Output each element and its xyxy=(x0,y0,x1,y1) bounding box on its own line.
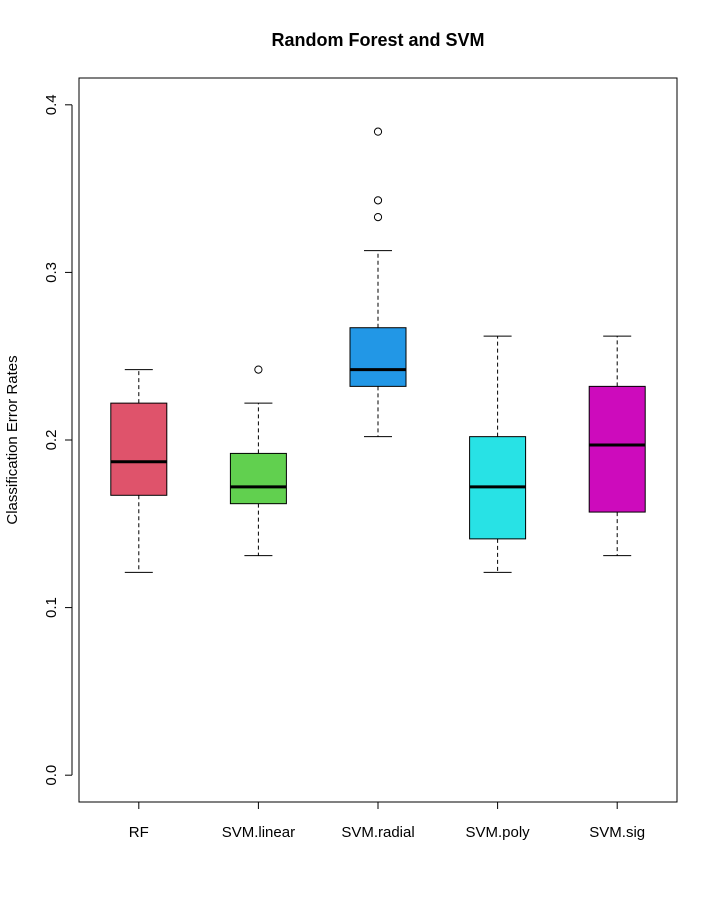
chart-title: Random Forest and SVM xyxy=(271,30,484,50)
x-tick-label: SVM.linear xyxy=(222,824,295,841)
boxes-group xyxy=(110,127,646,573)
x-tick-label: SVM.sig xyxy=(589,824,645,841)
iqr-box xyxy=(229,452,287,505)
iqr-box xyxy=(349,327,407,387)
plot-frame xyxy=(78,77,678,803)
y-tick-label: 0.1 xyxy=(43,597,60,618)
y-axis-label: Classification Error Rates xyxy=(4,355,21,524)
box-svm-poly xyxy=(469,335,527,573)
y-tick-label: 0.2 xyxy=(43,430,60,451)
y-tick-label: 0.4 xyxy=(43,94,60,115)
box-svm-linear xyxy=(229,365,287,557)
outlier-point xyxy=(373,213,383,222)
y-tick-label: 0.3 xyxy=(43,262,60,283)
box-svm-radial xyxy=(349,127,407,438)
x-axis: RF SVM.linear SVM.radial SVM.poly SVM.sig xyxy=(129,802,645,841)
box-rf xyxy=(110,369,168,573)
y-axis: 0.0 0.1 0.2 0.3 0.4 xyxy=(43,94,73,786)
y-tick-label: 0.0 xyxy=(43,765,60,786)
box-svm-sig xyxy=(588,335,646,557)
outlier-point xyxy=(373,196,383,205)
outlier-point xyxy=(254,365,263,374)
outlier-point xyxy=(373,127,383,136)
x-tick-label: SVM.radial xyxy=(341,824,414,841)
iqr-box xyxy=(110,402,168,496)
iqr-box xyxy=(588,385,646,513)
x-tick-label: SVM.poly xyxy=(465,824,530,841)
x-tick-label: RF xyxy=(129,824,149,841)
